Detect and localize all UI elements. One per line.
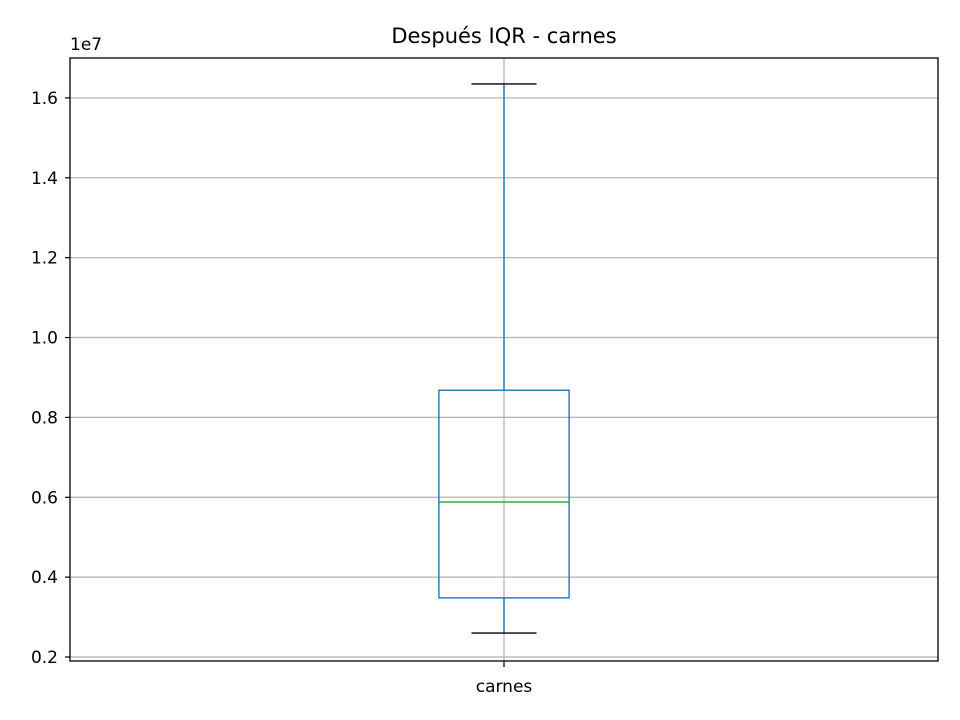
y-tick-label: 0.6 [31, 488, 58, 508]
y-tick-label: 1.6 [31, 89, 58, 109]
y-axis-ticks: 0.2 0.4 0.6 0.8 1.0 1.2 1.4 1.6 [31, 89, 70, 668]
iqr-box [438, 389, 570, 599]
y-tick-label: 0.4 [31, 568, 58, 588]
y-tick-label: 1.0 [31, 329, 58, 349]
box-carnes [438, 83, 570, 634]
x-axis-ticks: carnes [476, 661, 533, 697]
y-tick-label: 1.2 [31, 249, 58, 269]
y-tick-label: 0.8 [31, 408, 58, 428]
chart-title: Después IQR - carnes [391, 24, 616, 48]
y-axis-multiplier: 1e7 [70, 35, 102, 55]
y-tick-label: 1.4 [31, 169, 58, 189]
box-plot-series [438, 83, 570, 634]
x-tick-label: carnes [476, 677, 533, 697]
y-tick-label: 0.2 [31, 648, 58, 668]
